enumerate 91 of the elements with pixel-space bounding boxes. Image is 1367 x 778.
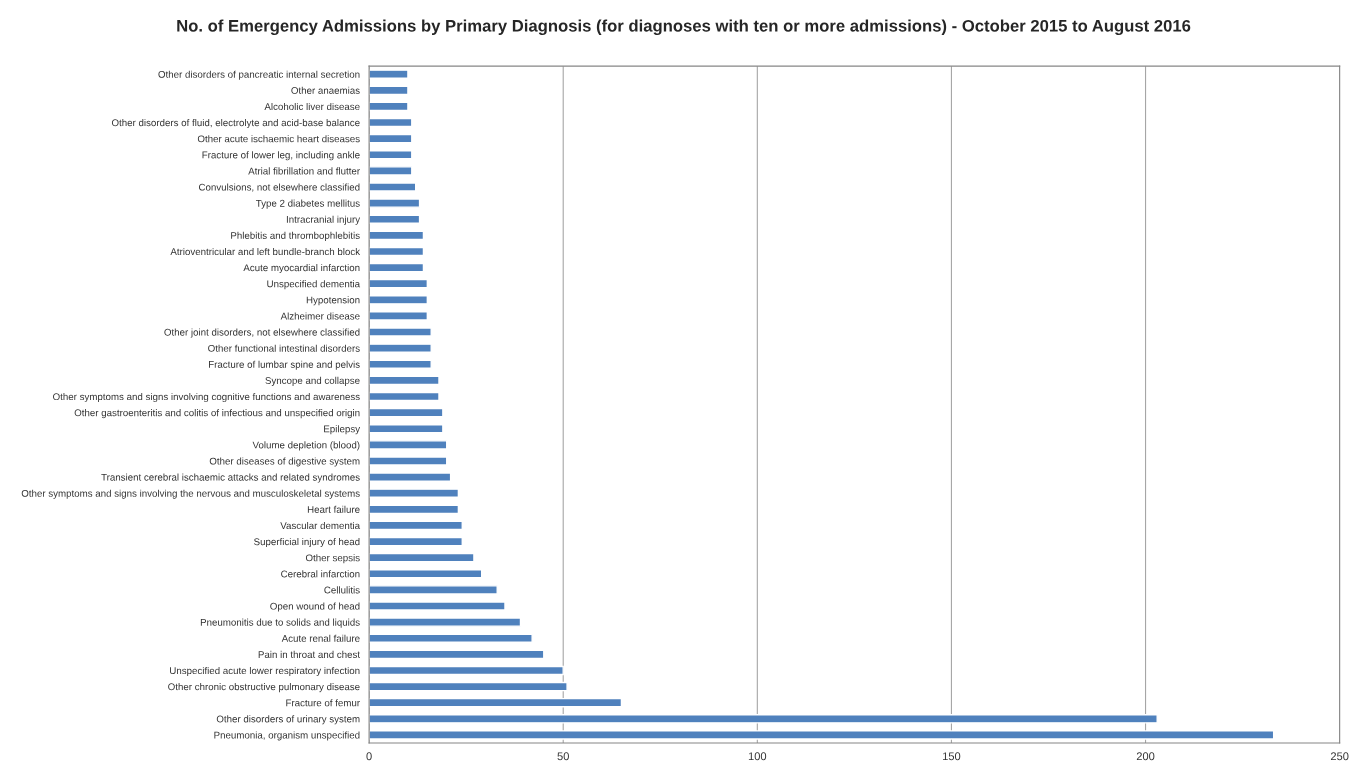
- y-tick-label: Other disorders of pancreatic internal secretion: [158, 70, 360, 80]
- y-tick-label: Unspecified dementia: [267, 280, 361, 290]
- bar: [369, 278, 429, 289]
- bar: [369, 407, 444, 418]
- x-tick-label: 200: [1136, 752, 1155, 761]
- y-tick-label: Epilepsy: [324, 425, 361, 435]
- bar: [369, 327, 432, 337]
- y-tick-label: Cerebral infarction: [281, 570, 360, 578]
- bar: [369, 552, 475, 563]
- bar: [369, 569, 483, 579]
- y-tick-label: Other diseases of digestive system: [209, 457, 360, 467]
- y-tick-label: Fracture of lower leg, including ankle: [202, 151, 360, 161]
- y-tick-label: Pneumonia, organism unspecified: [214, 731, 360, 741]
- y-tick-label: Unspecified acute lower respiratory infection: [170, 666, 360, 677]
- bar: [369, 85, 409, 96]
- x-tick-label: 0: [366, 752, 372, 761]
- bar: [369, 520, 463, 531]
- bar: [369, 101, 409, 112]
- y-tick-label: Pneumonitis due to solids and liquids: [200, 618, 360, 628]
- chart-title: No. of Emergency Admissions by Primary Diagnosis (for diagnoses with ten or more admissions) - October 2015 to August 2016: [177, 19, 1191, 36]
- bar: [369, 214, 421, 224]
- y-tick-label: Fracture of femur: [286, 699, 360, 707]
- y-tick-label: Other disorders of urinary system: [216, 715, 360, 725]
- y-tick-label: Other symptoms and signs involving cognitive functions and awareness: [53, 392, 360, 403]
- y-tick-label: Vascular dementia: [280, 521, 361, 530]
- y-tick-label: Convulsions, not elsewhere classified: [198, 183, 360, 192]
- bar: [369, 585, 498, 595]
- y-tick-label: Other joint disorders, not elsewhere classified: [164, 328, 360, 338]
- bar: [369, 536, 463, 547]
- bar: [369, 456, 448, 466]
- y-tick-label: Other disorders of fluid, electrolyte and acid-base balance: [111, 119, 360, 129]
- bar: [369, 343, 432, 353]
- bar: [369, 182, 417, 192]
- y-tick-label: Other acute ischaemic heart diseases: [197, 135, 360, 143]
- bar: [369, 375, 440, 386]
- y-tick-label: Other symptoms and signs involving the nervous and musculoskeletal systems: [21, 489, 360, 499]
- y-tick-label: Open wound of head: [270, 602, 360, 612]
- bar: [369, 198, 421, 208]
- bar: [369, 230, 425, 241]
- bar: [369, 697, 623, 708]
- y-tick-label: Other chronic obstructive pulmonary disease: [168, 683, 360, 693]
- y-tick-label: Volume depletion (blood): [252, 441, 360, 451]
- y-tick-label: Fracture of lumbar spine and pelvis: [209, 360, 360, 370]
- bar: [369, 633, 533, 643]
- y-tick-label: Heart failure: [307, 505, 360, 513]
- x-tick-label: 50: [557, 752, 569, 761]
- bar: [369, 472, 452, 482]
- bar: [369, 150, 413, 160]
- bar: [369, 649, 545, 660]
- y-tick-label: Transient cerebral ischaemic attacks and related syndromes: [101, 473, 360, 483]
- bar: [369, 133, 413, 144]
- x-tick-label: 150: [943, 752, 961, 761]
- y-tick-label: Superficial injury of head: [254, 538, 360, 548]
- y-tick-label: Atrial fibrillation and flutter: [248, 167, 360, 175]
- x-tick-label: 250: [1330, 752, 1349, 761]
- y-tick-label: Phlebitis and thrombophlebitis: [231, 231, 360, 241]
- bar: [369, 424, 444, 434]
- bar: [369, 69, 409, 79]
- y-tick-label: Alzheimer disease: [280, 312, 360, 320]
- y-tick-label: Type 2 diabetes mellitus: [255, 199, 360, 209]
- bar: [369, 166, 413, 176]
- y-tick-label: Other gastroenteritis and colitis of infectious and unspecified origin: [74, 409, 360, 419]
- bar: [369, 488, 460, 498]
- bar: [369, 117, 413, 128]
- y-tick-label: Other anaemias: [291, 86, 360, 94]
- y-tick-label: Acute renal failure: [281, 634, 360, 642]
- bar: [369, 681, 568, 692]
- y-tick-label: Syncope and collapse: [265, 376, 360, 386]
- bar: [369, 295, 429, 305]
- y-tick-label: Other sepsis: [305, 554, 360, 564]
- bar: [369, 311, 429, 321]
- y-tick-label: Atrioventricular and left bundle-branch block: [170, 247, 361, 256]
- bar: [369, 440, 448, 450]
- bar: [369, 601, 506, 611]
- y-tick-label: Hypotension: [306, 296, 360, 306]
- bar: [369, 359, 432, 369]
- bar: [369, 391, 440, 402]
- y-tick-label: Alcoholic liver disease: [264, 102, 360, 111]
- y-tick-label: Other functional intestinal disorders: [208, 344, 360, 352]
- y-tick-label: Intracranial injury: [286, 215, 361, 225]
- bar: [369, 262, 425, 273]
- y-tick-label: Pain in throat and chest: [258, 650, 360, 658]
- bar: [369, 730, 1275, 740]
- y-tick-label: Acute myocardial infarction: [243, 264, 360, 274]
- bar: [369, 617, 522, 627]
- x-tick-label: 100: [748, 752, 767, 761]
- bar: [369, 665, 564, 676]
- bar: [369, 504, 460, 515]
- y-tick-label: Cellulitis: [324, 586, 360, 594]
- bar: [369, 714, 1158, 724]
- bar: [369, 246, 425, 257]
